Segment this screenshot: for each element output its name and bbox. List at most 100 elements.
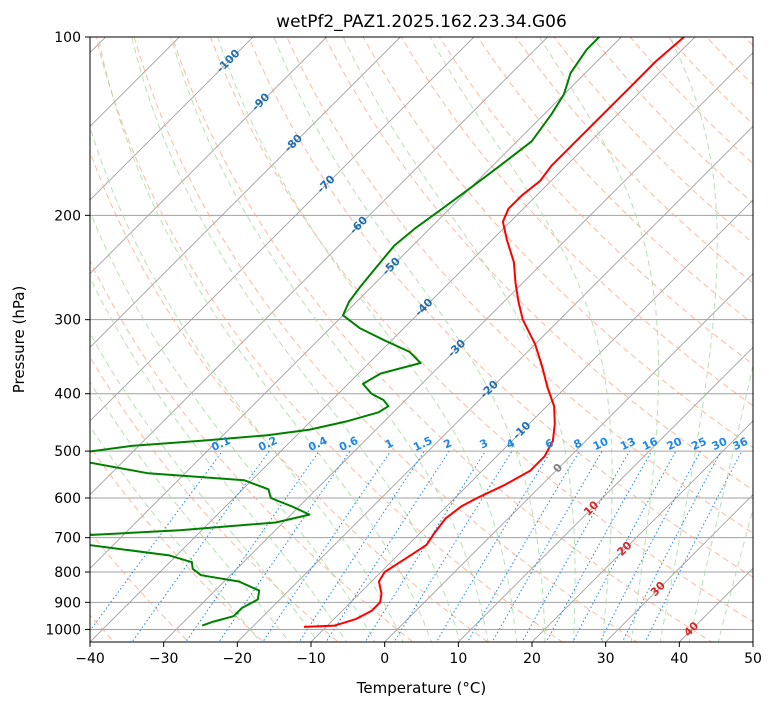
moist-adiabat-line xyxy=(90,425,261,642)
mixing-ratio-line xyxy=(218,450,351,642)
mixing-ratio-line xyxy=(364,450,486,642)
moist-adiabat-line xyxy=(688,363,753,642)
dry-adiabat-line xyxy=(90,259,414,642)
y-tick-label: 200 xyxy=(54,208,81,224)
x-tick-label: 10 xyxy=(449,651,467,667)
mixing-ratio-line xyxy=(298,450,425,642)
isotherm-line xyxy=(384,273,753,642)
isotherm-label: -100 xyxy=(214,47,243,76)
y-tick-label: 800 xyxy=(54,565,81,581)
isotherm-label: -90 xyxy=(249,90,272,113)
isotherm-line xyxy=(90,37,254,201)
mixing-ratio-line xyxy=(599,450,701,642)
dry-adiabat-line xyxy=(133,37,638,642)
moist-adiabat-line xyxy=(90,276,347,642)
dry-adiabat-line xyxy=(248,37,753,578)
dry-adiabat-line xyxy=(95,37,564,642)
x-tick-label: 0 xyxy=(380,651,389,667)
isotherm-line xyxy=(90,37,696,642)
mixing-ratio-line xyxy=(393,450,513,642)
isotherm-label: -10 xyxy=(510,419,533,442)
moist-adiabat-line xyxy=(90,125,404,642)
dry-adiabat-line xyxy=(705,37,753,86)
mixing-ratio-line xyxy=(131,450,270,642)
moist-adiabat-line xyxy=(97,37,433,642)
mixing-ratio-line xyxy=(621,450,722,642)
axes: −40 −30 −20 −10 0 10 20 30 40 5010020030040050060… xyxy=(45,30,762,667)
isotherm-label: 10 xyxy=(581,498,601,518)
chart-title: wetPf2_PAZ1.2025.162.23.34.G06 xyxy=(276,12,567,32)
dry-adiabat-line xyxy=(591,37,753,204)
plot-frame xyxy=(89,36,754,643)
moist-adiabat-line xyxy=(90,332,319,642)
isotherm-label: -70 xyxy=(314,172,337,195)
moist-adiabat-line xyxy=(90,381,290,642)
y-tick-label: 1000 xyxy=(45,622,81,638)
data-series xyxy=(90,37,685,628)
isotherm-line xyxy=(90,37,549,496)
x-tick-label: −30 xyxy=(149,651,179,667)
y-tick-label: 100 xyxy=(54,30,81,46)
mixing-ratio-label: 20 xyxy=(665,435,685,453)
isotherm-line xyxy=(163,52,753,642)
isotherm-label: 30 xyxy=(648,579,668,599)
isotherm-label: 20 xyxy=(615,538,635,558)
x-tick-label: −20 xyxy=(223,651,253,667)
moist-adiabat-line xyxy=(170,37,489,642)
x-tick-label: 50 xyxy=(744,651,762,667)
moist-adiabat-line xyxy=(429,37,613,642)
dry-adiabat-line xyxy=(400,37,753,407)
mixing-ratio-label: 13 xyxy=(618,435,637,453)
x-tick-label: −10 xyxy=(296,651,326,667)
isotherm-label: -60 xyxy=(347,213,370,236)
isotherm-line xyxy=(310,199,753,642)
dry-adiabat-line xyxy=(362,37,753,449)
dewpoint-profile-line xyxy=(90,37,600,627)
x-tick-label: 20 xyxy=(523,651,541,667)
mixing-ratio-line xyxy=(435,450,552,642)
dry-adiabat-line xyxy=(171,37,713,642)
isotherm-label: 40 xyxy=(681,619,701,639)
y-tick-label: 500 xyxy=(54,444,81,460)
moist-adiabat-line xyxy=(342,37,576,642)
y-tick-label: 900 xyxy=(54,595,81,611)
isotherm-label: -80 xyxy=(282,131,305,154)
isotherm-line xyxy=(531,420,753,642)
background-lines xyxy=(90,10,775,654)
mixing-ratio-line xyxy=(572,450,677,642)
isotherm-line xyxy=(457,346,753,642)
mixing-ratio-line xyxy=(466,450,580,642)
dry-adiabat-line xyxy=(90,445,265,642)
dry-adiabat-line xyxy=(209,37,753,623)
isotherm-line xyxy=(236,125,753,642)
moist-adiabat-line xyxy=(273,37,546,642)
moist-adiabat-line xyxy=(217,37,518,642)
temperature-profile-line xyxy=(303,37,685,628)
mixing-ratio-line xyxy=(325,450,450,642)
mixing-ratio-line xyxy=(545,450,653,642)
y-tick-label: 300 xyxy=(54,313,81,329)
mixing-ratio-label: 2 xyxy=(442,436,454,451)
isotherm-label: 0 xyxy=(551,461,566,476)
isotherm-line xyxy=(90,37,475,422)
dry-adiabat-line xyxy=(756,10,775,654)
dry-adiabat-line xyxy=(90,150,489,642)
isotherm-line xyxy=(678,567,753,642)
mixing-ratio-line xyxy=(262,450,392,642)
isotherm-line xyxy=(90,37,622,569)
moist-adiabat-line xyxy=(90,210,376,642)
isotherm-line xyxy=(90,37,401,348)
mixing-ratio-label: 10 xyxy=(591,435,611,453)
dry-adiabat-line xyxy=(744,37,753,47)
x-tick-label: 40 xyxy=(670,651,688,667)
y-tick-label: 700 xyxy=(54,531,81,547)
isotherm-label: -40 xyxy=(412,295,435,318)
dry-adiabat-line xyxy=(324,37,753,491)
mixing-ratio-label: 30 xyxy=(710,435,730,453)
y-tick-label: 400 xyxy=(54,387,81,403)
mixing-ratio-label: 16 xyxy=(640,435,660,453)
x-tick-label: −40 xyxy=(75,651,105,667)
x-tick-label: 30 xyxy=(597,651,615,667)
x-axis-title: Temperature (°C) xyxy=(356,679,486,697)
